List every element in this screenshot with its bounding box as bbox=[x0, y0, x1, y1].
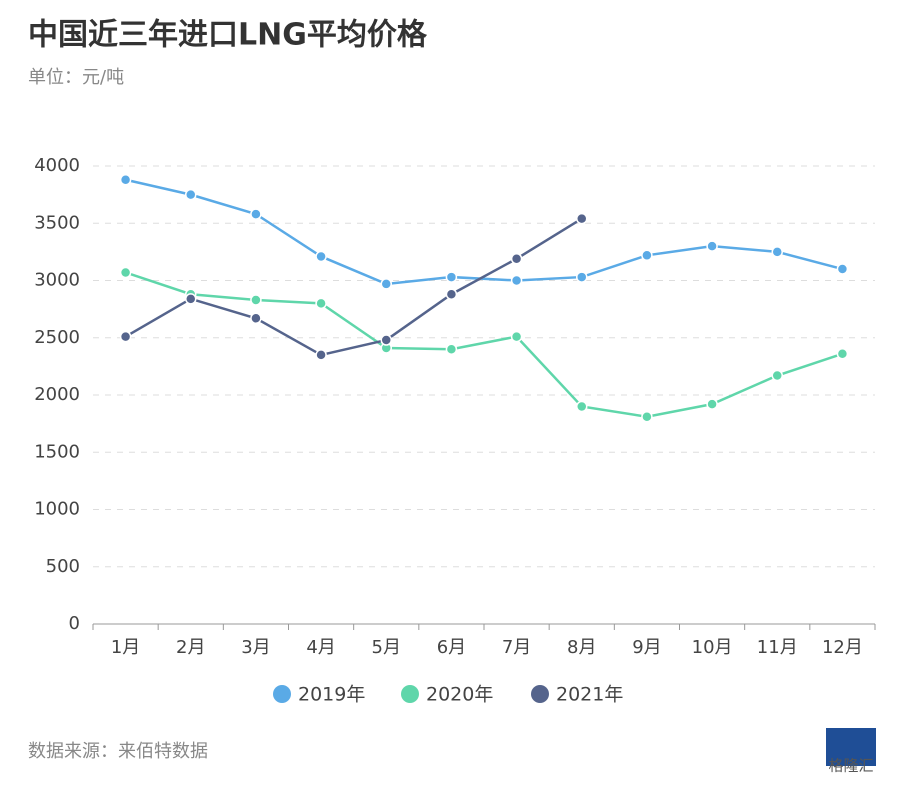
data-point bbox=[250, 294, 262, 306]
data-point bbox=[576, 271, 588, 283]
data-point bbox=[706, 398, 718, 410]
y-tick-label: 4000 bbox=[34, 155, 80, 176]
series-line bbox=[125, 271, 843, 419]
legend-label: 2020年 bbox=[426, 684, 493, 706]
legend-label: 2019年 bbox=[298, 684, 365, 706]
x-tick-label: 4月 bbox=[306, 637, 335, 658]
x-tick-label: 7月 bbox=[502, 637, 531, 658]
source-note: 数据来源：来佰特数据 bbox=[28, 741, 208, 762]
data-point bbox=[510, 274, 523, 287]
y-tick-label: 3000 bbox=[34, 270, 80, 291]
y-tick-label: 500 bbox=[46, 556, 80, 577]
data-point bbox=[315, 250, 327, 263]
watermark: 格隆汇 bbox=[828, 757, 873, 775]
data-point bbox=[185, 293, 197, 305]
series-line bbox=[125, 178, 843, 286]
series-line bbox=[124, 217, 583, 357]
y-tick-label: 0 bbox=[69, 613, 80, 634]
legend-label: 2021年 bbox=[556, 684, 623, 706]
data-point bbox=[771, 369, 783, 382]
data-point bbox=[576, 400, 588, 413]
data-point bbox=[510, 330, 523, 343]
data-point bbox=[836, 263, 849, 275]
chart-subtitle: 单位：元/吨 bbox=[28, 67, 124, 88]
data-point bbox=[641, 411, 653, 423]
data-point bbox=[185, 188, 197, 201]
data-point bbox=[119, 266, 132, 279]
data-point bbox=[445, 271, 458, 283]
data-point bbox=[315, 297, 327, 310]
data-point bbox=[119, 330, 132, 343]
legend-marker bbox=[401, 685, 419, 703]
legend-marker bbox=[273, 685, 291, 703]
data-point bbox=[315, 349, 327, 361]
logo-box bbox=[826, 728, 876, 766]
y-tick-label: 2000 bbox=[34, 384, 80, 405]
x-tick-label: 1月 bbox=[111, 637, 140, 658]
data-point bbox=[510, 252, 523, 265]
x-tick-label: 9月 bbox=[632, 637, 661, 658]
data-point bbox=[641, 249, 653, 262]
legend-marker bbox=[531, 685, 549, 703]
data-point bbox=[250, 312, 262, 325]
data-point bbox=[771, 246, 783, 258]
x-tick-label: 3月 bbox=[241, 637, 270, 658]
y-tick-label: 2500 bbox=[34, 327, 80, 348]
x-tick-label: 11月 bbox=[757, 637, 798, 658]
data-point bbox=[706, 240, 718, 252]
y-tick-label: 1500 bbox=[34, 441, 80, 462]
data-point bbox=[380, 334, 392, 346]
y-tick-label: 3500 bbox=[34, 212, 80, 233]
y-tick-label: 1000 bbox=[34, 499, 80, 520]
x-tick-label: 2月 bbox=[176, 637, 205, 658]
x-tick-label: 5月 bbox=[372, 637, 401, 658]
data-point bbox=[445, 288, 458, 300]
chart-title: 中国近三年进口LNG平均价格 bbox=[28, 18, 428, 53]
data-point bbox=[445, 343, 458, 355]
data-point bbox=[380, 278, 392, 290]
x-tick-label: 8月 bbox=[567, 637, 596, 658]
data-point bbox=[250, 208, 262, 220]
x-tick-label: 12月 bbox=[822, 637, 863, 658]
data-point bbox=[836, 348, 849, 360]
x-tick-label: 6月 bbox=[437, 637, 466, 658]
x-tick-label: 10月 bbox=[692, 637, 733, 658]
data-point bbox=[119, 173, 132, 186]
data-point bbox=[576, 212, 588, 225]
